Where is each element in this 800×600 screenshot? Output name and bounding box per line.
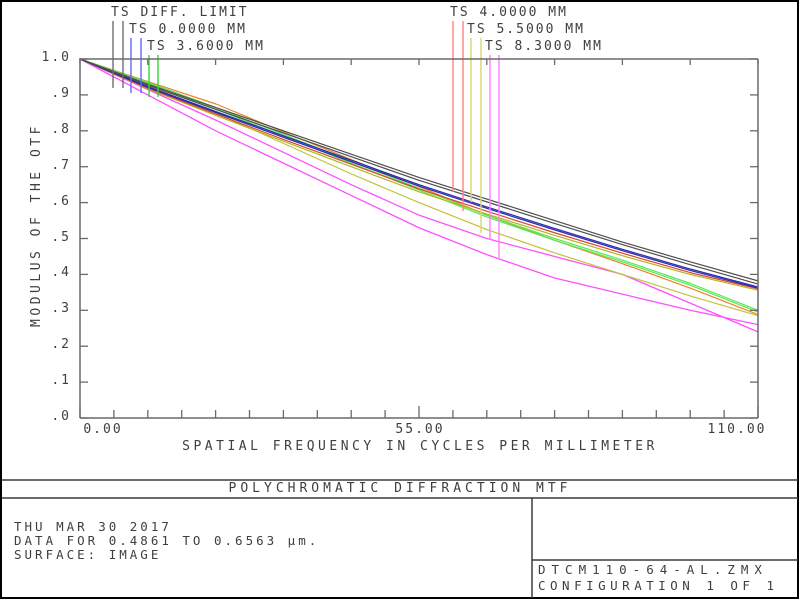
legend-label-4-0mm: TS 4.0000 MM — [450, 5, 568, 20]
wavelength-text: DATA FOR 0.4861 TO 0.6563 µm. — [14, 533, 320, 548]
y-tick-label: .8 — [51, 121, 71, 137]
x-tick-label-55: 55.00 — [395, 422, 445, 437]
y-tick-label: .0 — [51, 409, 71, 424]
y-tick-label: .5 — [51, 229, 71, 245]
x-tick-label-110: 110.00 — [707, 422, 767, 437]
y-tick-label: .9 — [51, 85, 71, 101]
mtf-curve-diff-limit-s — [79, 58, 759, 285]
legend-label-8-3mm: TS 8.3000 MM — [485, 39, 603, 54]
filename-text: DTCM110-64-AL.ZMX — [538, 562, 768, 577]
y-tick-label: .6 — [51, 193, 71, 209]
chart-title: POLYCHROMATIC DIFFRACTION MTF — [228, 481, 572, 496]
mtf-curve-8-3000-mm-s — [79, 58, 759, 326]
mtf-curve-0-0000-mm-s — [79, 58, 759, 289]
mtf-curve-0-0000-mm-t — [79, 58, 759, 288]
mtf-curve-diff-limit-t — [79, 58, 759, 282]
y-axis-title: MODULUS OF THE OTF — [29, 123, 44, 327]
mtf-curve-4-0000-mm-t — [79, 58, 759, 290]
legend-label-3-6mm: TS 3.6000 MM — [147, 39, 265, 54]
y-tick-label: .2 — [51, 337, 71, 353]
configuration-text: CONFIGURATION 1 OF 1 — [538, 578, 779, 593]
x-axis-title: SPATIAL FREQUENCY IN CYCLES PER MILLIMET… — [182, 439, 658, 454]
y-tick-label: .3 — [51, 301, 71, 317]
date-text: THU MAR 30 2017 — [14, 519, 172, 534]
y-tick-label: 1.0 — [41, 50, 71, 65]
y-tick-label: .7 — [51, 157, 71, 173]
legend-label-diff-limit: TS DIFF. LIMIT — [111, 5, 249, 20]
legend-label-0-0mm: TS 0.0000 MM — [129, 22, 247, 37]
y-tick-label: .4 — [51, 265, 71, 281]
mtf-curve-5-5000-mm-t — [79, 58, 759, 291]
mtf-curve-8-3000-mm-t — [79, 58, 759, 333]
legend-label-5-5mm: TS 5.5000 MM — [467, 22, 585, 37]
y-tick-label: .1 — [51, 373, 71, 389]
x-tick-label-0: 0.00 — [83, 422, 123, 437]
surface-text: SURFACE: IMAGE — [14, 547, 162, 562]
